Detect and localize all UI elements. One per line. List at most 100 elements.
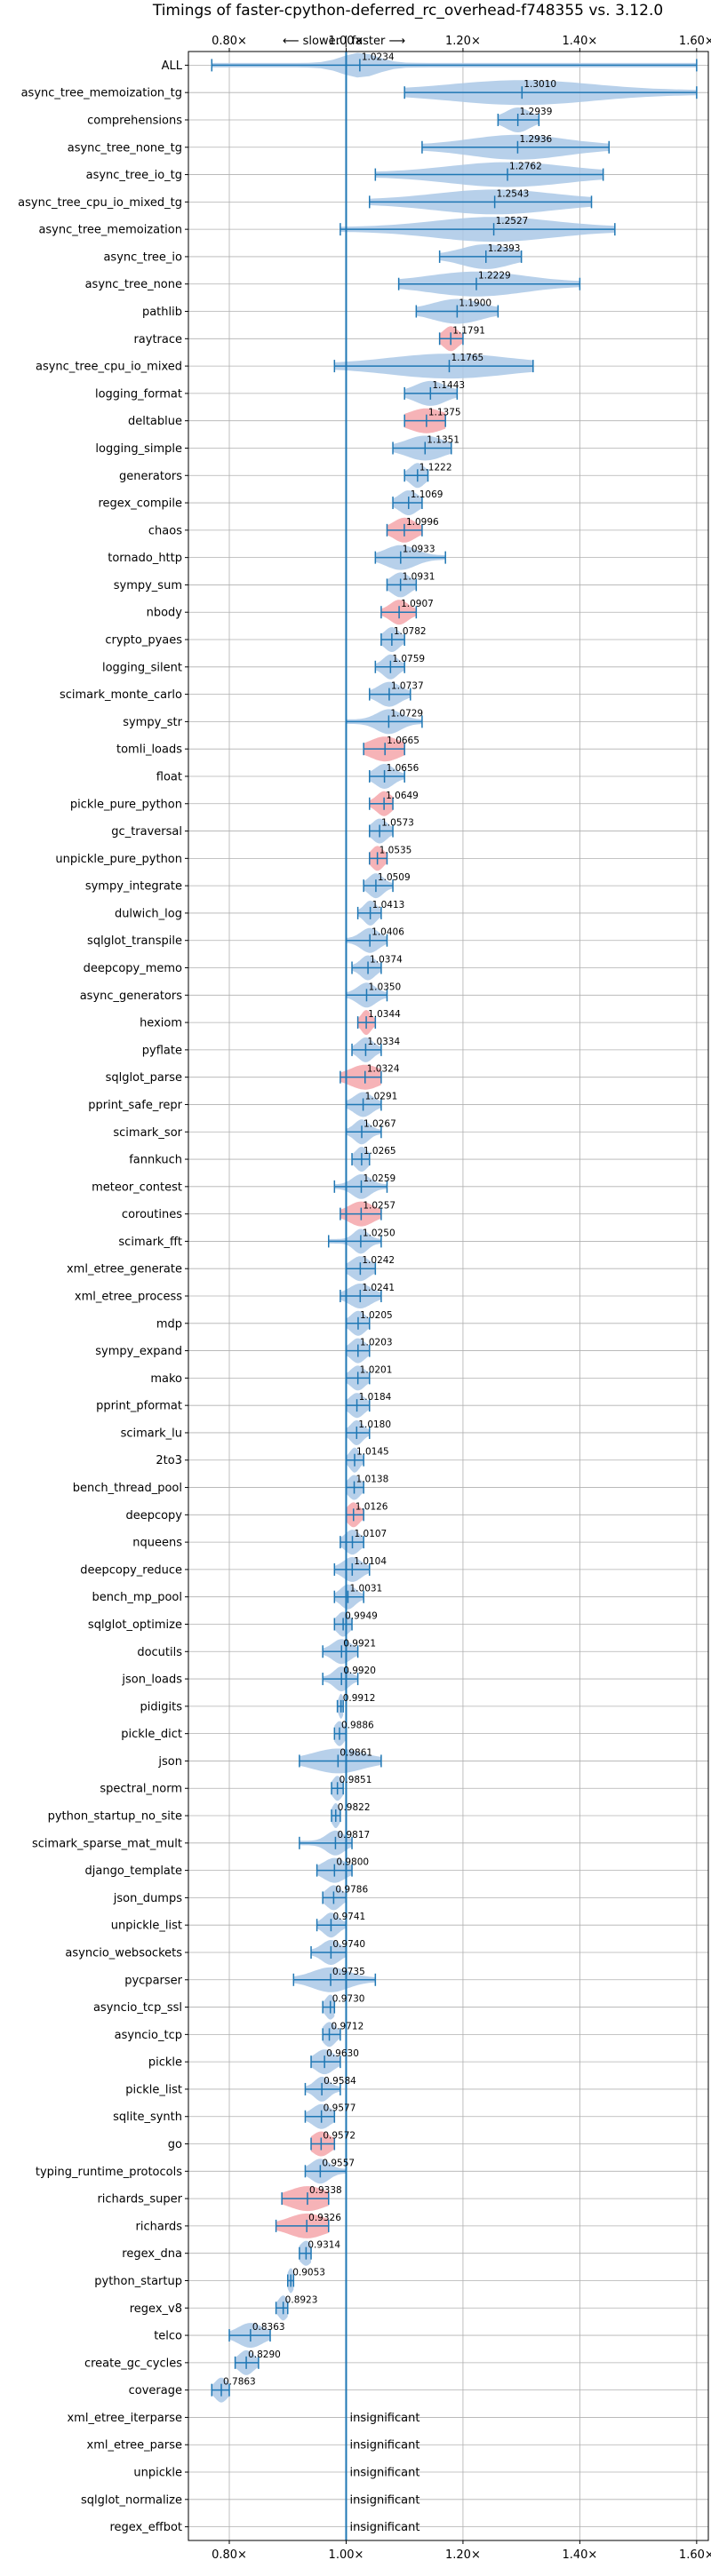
benchmark-label: ALL [162, 60, 183, 73]
benchmark-label: go [168, 2138, 182, 2151]
benchmark-label: sqlglot_parse [106, 1071, 182, 1085]
benchmark-label: pidigits [140, 1700, 183, 1713]
value-label: 1.0933 [403, 545, 435, 555]
benchmark-label: telco [154, 2330, 182, 2343]
value-label: 1.0907 [401, 599, 434, 609]
benchmark-label: unpickle [133, 2467, 182, 2480]
value-label: 1.0291 [365, 1091, 398, 1101]
benchmark-label: json_loads [121, 1674, 182, 1687]
benchmark-label: spectral_norm [100, 1783, 182, 1796]
benchmark-label: bench_mp_pool [92, 1591, 182, 1604]
benchmark-label: nbody [147, 607, 183, 620]
value-label: 1.0665 [387, 735, 419, 746]
chart-title: Timings of faster-cpython-deferred_rc_ov… [152, 2, 663, 20]
value-label: 1.1375 [428, 408, 461, 418]
benchmark-label: comprehensions [87, 114, 182, 127]
benchmark-label: sqlite_synth [113, 2111, 182, 2124]
benchmark-label: crypto_pyaes [105, 634, 182, 648]
benchmark-label: pickle_pure_python [70, 798, 182, 811]
benchmark-label: sympy_expand [95, 1345, 182, 1358]
benchmark-label: mdp [156, 1317, 182, 1331]
benchmark-label: async_tree_io [103, 250, 182, 264]
insignificant-label: insignificant [349, 2521, 419, 2534]
benchmark-label: async_tree_memoization [38, 224, 182, 237]
x-tick-label-bottom: 1.40× [562, 2548, 597, 2562]
value-label: 1.2762 [509, 162, 542, 172]
value-label: 1.0931 [403, 571, 435, 582]
benchmark-label: async_tree_none [85, 278, 182, 291]
benchmark-label: 2to3 [156, 1454, 182, 1467]
x-tick-label-top: 1.60× [679, 35, 711, 48]
value-label: 1.0406 [371, 927, 404, 938]
value-label: 0.9712 [332, 2021, 364, 2031]
value-label: 0.9314 [308, 2240, 340, 2251]
benchmark-label: regex_effbot [109, 2521, 182, 2534]
value-label: 1.1791 [452, 325, 485, 336]
value-label: 0.9861 [340, 1747, 372, 1758]
value-label: 1.0374 [370, 955, 403, 966]
benchmark-label: regex_dna [122, 2247, 182, 2261]
value-label: 1.0205 [360, 1310, 393, 1321]
value-label: 1.1351 [427, 434, 459, 445]
benchmark-label: chaos [148, 524, 182, 537]
value-label: 1.2229 [478, 271, 511, 282]
benchmark-label: async_tree_io_tg [86, 169, 182, 182]
benchmark-label: sqlglot_optimize [88, 1618, 182, 1632]
value-label: 0.9921 [343, 1638, 376, 1649]
benchmark-label: xml_etree_iterparse [67, 2412, 182, 2425]
benchmark-label: asyncio_tcp [115, 2029, 182, 2042]
benchmark-label: pycparser [124, 1974, 182, 1987]
value-label: 1.0203 [360, 1338, 393, 1348]
benchmark-label: raytrace [133, 333, 182, 346]
value-label: 1.0324 [367, 1064, 400, 1075]
benchmark-label: richards [136, 2220, 183, 2233]
benchmark-label: pathlib [142, 306, 182, 319]
value-label: 0.9912 [343, 1693, 376, 1704]
value-label: 0.9800 [336, 1857, 369, 1868]
value-label: 0.9572 [323, 2131, 356, 2142]
benchmark-label: pprint_safe_repr [88, 1099, 182, 1112]
value-label: 0.9822 [338, 1802, 371, 1813]
benchmark-label: async_tree_cpu_io_mixed_tg [18, 196, 182, 210]
value-label: 0.9740 [332, 1939, 365, 1950]
value-label: 0.9338 [309, 2185, 342, 2196]
benchmark-label: nqueens [132, 1537, 182, 1550]
benchmark-label: coroutines [122, 1208, 182, 1221]
direction-note: ⟵ slower | faster ⟶ [283, 35, 405, 48]
benchmark-label: pprint_pformat [96, 1400, 182, 1413]
benchmark-label: fannkuch [129, 1154, 182, 1167]
benchmark-label: asyncio_tcp_ssl [93, 2001, 182, 2015]
insignificant-label: insignificant [349, 2493, 419, 2507]
value-label: 1.2543 [497, 188, 530, 199]
benchmark-label: sqlglot_normalize [81, 2493, 182, 2507]
benchmark-label: python_startup [94, 2275, 182, 2288]
value-label: 1.1765 [451, 353, 483, 363]
grid-layer [188, 52, 708, 2540]
label-layer: 1.0234 1.3010 1.2939 1.2936 1.2762 1.2543 1.25… [223, 52, 556, 2534]
value-label: 1.0104 [354, 1556, 387, 1567]
value-label: 0.9735 [332, 1967, 365, 1977]
x-tick-label-top: 1.20× [445, 35, 481, 48]
value-label: 1.0737 [391, 681, 424, 692]
benchmark-label: logging_format [95, 387, 182, 401]
benchmark-label: scimark_sparse_mat_mult [32, 1837, 182, 1850]
benchmark-label: scimark_monte_carlo [60, 688, 182, 702]
benchmark-label: django_template [85, 1864, 182, 1878]
x-tick-label-top: 0.80× [212, 35, 247, 48]
insignificant-label: insignificant [349, 2467, 419, 2480]
value-label: 1.0535 [379, 845, 412, 855]
benchmark-label: unpickle_pure_python [55, 853, 182, 866]
benchmark-label: scimark_lu [121, 1427, 182, 1440]
benchmark-label: unpickle_list [111, 1920, 182, 1933]
value-label: 1.0509 [378, 872, 411, 883]
value-label: 1.0656 [387, 763, 419, 774]
x-tick-label-top: 1.00× [329, 35, 364, 48]
benchmark-label: async_tree_cpu_io_mixed [36, 361, 182, 374]
benchmark-label: tomli_loads [116, 743, 182, 757]
value-label: 1.0126 [356, 1501, 388, 1512]
benchmark-label: asyncio_websockets [65, 1946, 182, 1960]
benchmark-label: docutils [137, 1646, 182, 1659]
value-label: 1.0759 [392, 654, 425, 664]
value-label: 0.9920 [343, 1666, 376, 1676]
value-label: 0.9557 [322, 2158, 355, 2168]
